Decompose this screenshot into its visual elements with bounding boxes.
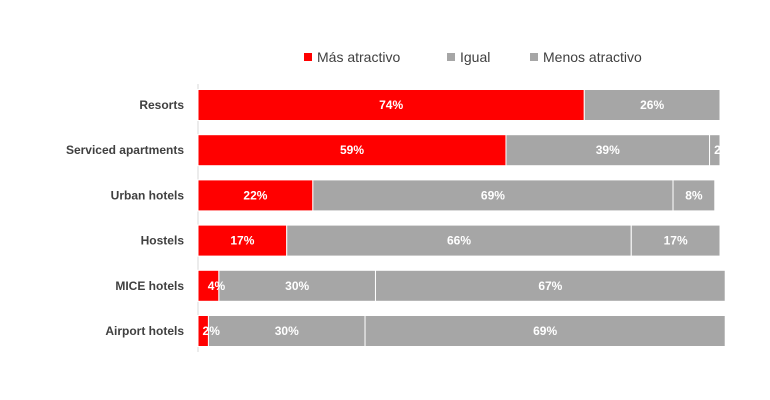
category-label-hostels: Hostels [141,234,185,248]
legend-item-mas-atractivo: Más atractivo [304,49,400,65]
data-label-airport-hotels-mas-atractivo: 2% [203,324,221,338]
data-label-airport-hotels-menos-atractivo: 69% [533,324,557,338]
data-label-mice-hotels-igual: 30% [285,279,309,293]
legend: Más atractivo Igual Menos atractivo [304,49,642,65]
category-label-mice-hotels: MICE hotels [115,279,184,293]
data-label-resorts-igual: 26% [640,98,664,112]
data-label-serviced-apartments-mas-atractivo: 59% [340,143,364,157]
data-label-hostels-mas-atractivo: 17% [230,234,254,248]
plot-area: Resorts Serviced apartments Urban hotels Ho… [66,84,732,352]
bar-urban-hotels-menos-atractivo [672,179,716,212]
legend-swatch-igual [447,53,455,61]
data-label-hostels-menos-atractivo: 17% [664,234,688,248]
bar-resorts-igual [583,89,721,121]
bar-serviced-apartments-mas-atractivo [197,134,507,167]
bar-airport-hotels-igual [207,315,366,347]
data-label-serviced-apartments-menos-atractivo: 2% [714,143,732,157]
data-label-serviced-apartments-igual: 39% [596,143,620,157]
legend-label-igual: Igual [460,49,490,65]
legend-label-mas-atractivo: Más atractivo [317,49,400,65]
legend-label-menos-atractivo: Menos atractivo [543,49,642,65]
category-label-airport-hotels: Airport hotels [105,324,184,338]
category-label-urban-hotels: Urban hotels [111,188,185,202]
data-label-resorts-mas-atractivo: 74% [379,98,403,112]
legend-item-menos-atractivo: Menos atractivo [530,49,642,65]
data-label-hostels-igual: 66% [447,234,471,248]
data-label-mice-hotels-menos-atractivo: 67% [538,279,562,293]
bars [197,89,726,347]
legend-item-igual: Igual [447,49,490,65]
data-label-mice-hotels-mas-atractivo: 4% [208,279,226,293]
legend-swatch-mas-atractivo [304,53,312,61]
data-label-airport-hotels-igual: 30% [275,324,299,338]
data-label-urban-hotels-menos-atractivo: 8% [685,188,703,202]
bar-airport-hotels-menos-atractivo [364,315,726,347]
category-label-resorts: Resorts [139,98,184,112]
bar-mice-hotels-igual [218,269,376,302]
data-labels: 74% 26% 59% 39% 2% 22% 69% 8% 17% 66% 17% 4% 30% 67% 2… [203,98,732,338]
bar-urban-hotels-igual [312,179,674,212]
legend-swatch-menos-atractivo [530,53,538,61]
data-label-urban-hotels-igual: 69% [481,188,505,202]
category-labels: Resorts Serviced apartments Urban hotels Ho… [66,98,184,338]
bar-hostels-menos-atractivo [630,224,721,257]
data-label-urban-hotels-mas-atractivo: 22% [243,188,267,202]
bar-urban-hotels-mas-atractivo [197,179,314,212]
bar-serviced-apartments-menos-atractivo [709,134,721,167]
category-label-serviced-apartments: Serviced apartments [66,143,184,157]
bar-mice-hotels-menos-atractivo [374,269,726,302]
